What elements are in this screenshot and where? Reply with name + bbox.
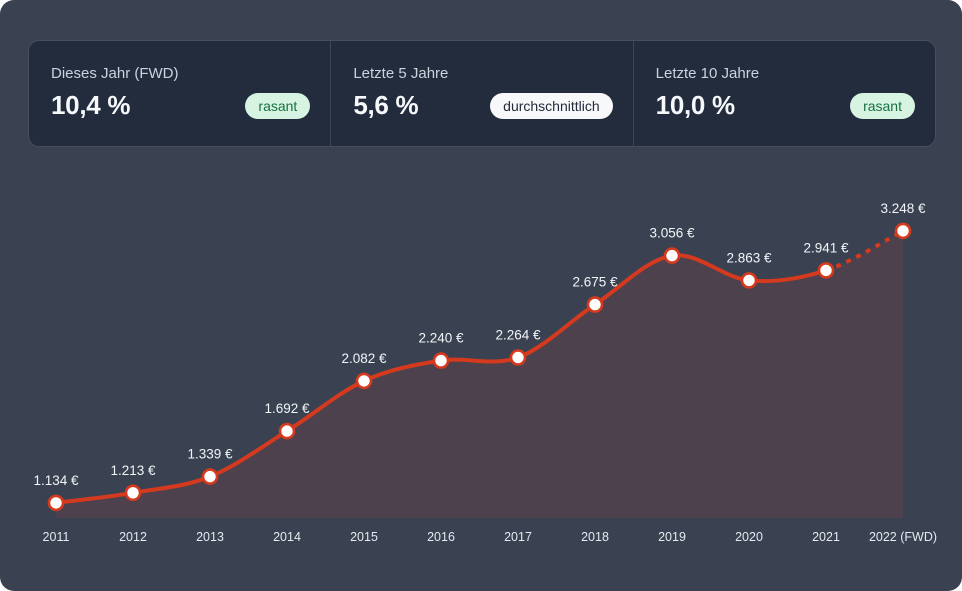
stat-value: 10,0 %	[655, 90, 735, 120]
data-point-2011[interactable]	[47, 494, 65, 512]
data-point-2017[interactable]	[509, 349, 527, 366]
x-axis-label: 2016	[427, 530, 455, 544]
point-value-label: 1.692 €	[264, 401, 310, 416]
point-value-label: 2.082 €	[341, 351, 387, 366]
point-value-label: 3.248 €	[880, 201, 926, 216]
data-point-2022 (FWD)[interactable]	[894, 222, 912, 240]
point-value-label: 2.675 €	[572, 275, 618, 290]
stat-card-last-10-years: Letzte 10 Jahre 10,0 % rasant	[632, 41, 935, 146]
point-value-label: 3.056 €	[649, 226, 695, 241]
point-value-label: 2.264 €	[495, 328, 541, 343]
x-axis-label: 2018	[581, 530, 609, 544]
x-axis-label: 2014	[273, 530, 301, 544]
stat-label: Letzte 5 Jahre	[353, 65, 449, 82]
x-axis-label: 2013	[196, 530, 224, 544]
point-value-label: 1.134 €	[33, 473, 79, 488]
data-point-2013[interactable]	[201, 468, 219, 485]
stat-value: 10,4 %	[51, 90, 131, 120]
point-value-label: 1.213 €	[110, 463, 156, 478]
chart-area-fill	[56, 230, 903, 518]
stat-label: Dieses Jahr (FWD)	[51, 65, 179, 82]
data-point-2015[interactable]	[355, 372, 373, 390]
data-point-2014[interactable]	[278, 422, 296, 440]
growth-badge: rasant	[850, 92, 915, 119]
point-value-label: 1.339 €	[187, 447, 233, 462]
data-point-2012[interactable]	[124, 484, 142, 502]
point-value-label: 2.240 €	[418, 331, 464, 346]
stats-panel: Dieses Jahr (FWD) 10,4 % rasant Letzte 5…	[28, 40, 936, 147]
x-axis-label: 2022 (FWD)	[869, 530, 937, 544]
growth-badge: durchschnittlich	[490, 92, 613, 119]
growth-badge: rasant	[245, 92, 311, 119]
data-point-2019[interactable]	[663, 247, 681, 264]
stat-label: Letzte 10 Jahre	[655, 65, 760, 82]
x-axis-label: 2012	[119, 530, 147, 544]
point-value-label: 2.941 €	[803, 240, 849, 255]
x-axis-label: 2019	[658, 530, 686, 544]
x-axis-label: 2015	[350, 530, 378, 544]
data-point-2020[interactable]	[740, 272, 758, 289]
data-point-2016[interactable]	[432, 352, 450, 369]
point-value-label: 2.863 €	[726, 250, 772, 265]
x-axis-label: 2021	[812, 530, 840, 544]
stat-card-this-year: Dieses Jahr (FWD) 10,4 % rasant	[29, 41, 330, 146]
x-axis-label: 2017	[504, 530, 532, 544]
stat-value: 5,6 %	[353, 90, 419, 120]
data-point-2018[interactable]	[586, 296, 604, 313]
x-axis-label: 2011	[43, 530, 70, 544]
data-point-2021[interactable]	[817, 262, 835, 279]
stat-card-last-5-years: Letzte 5 Jahre 5,6 % durchschnittlich	[330, 41, 632, 146]
x-axis-label: 2020	[735, 530, 763, 544]
